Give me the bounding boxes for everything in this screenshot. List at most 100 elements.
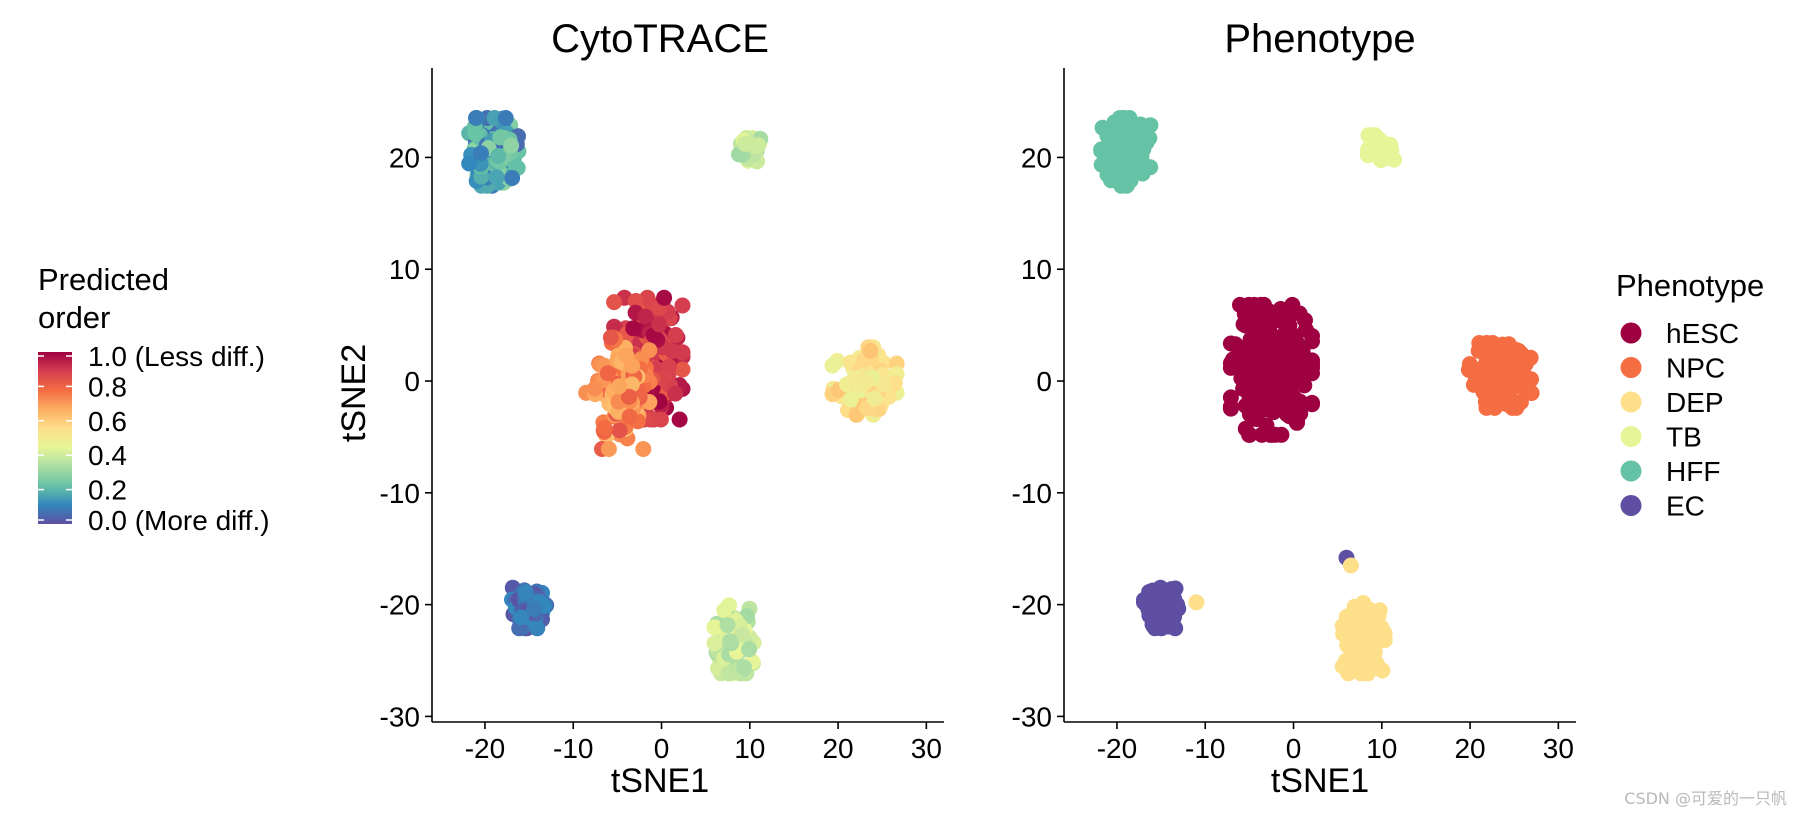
point-hff xyxy=(461,155,478,172)
point-ec xyxy=(513,609,530,626)
point-hesc xyxy=(1292,340,1309,357)
point-npc xyxy=(621,408,638,425)
point-dep xyxy=(862,343,879,359)
point-dep xyxy=(1342,557,1359,574)
point-dep xyxy=(1354,647,1371,664)
point-dep xyxy=(1188,594,1205,611)
phenotype-panel: Phenotype -20 -10 0 10 20 30 -30 -20 -10 0 10 20 tS… xyxy=(1012,17,1576,800)
point-hff xyxy=(504,170,521,186)
point-hesc xyxy=(625,320,642,337)
x-tick-label: 30 xyxy=(1543,733,1574,764)
colorbar-ticks: 1.0 (Less diff.)0.8 0.60.4 0.20.0 (More di… xyxy=(38,341,270,536)
point-hesc xyxy=(667,385,684,402)
point-npc xyxy=(621,388,637,405)
legend-swatch-hff xyxy=(1620,460,1642,482)
x-tick-label: -20 xyxy=(465,733,505,764)
point-npc xyxy=(586,380,603,397)
point-npc xyxy=(599,365,616,382)
point-dep xyxy=(857,374,874,391)
y-tick-label: -20 xyxy=(380,590,420,621)
point-npc xyxy=(1508,399,1525,416)
point-hff xyxy=(503,137,520,154)
point-hesc xyxy=(1249,299,1266,316)
y-tick-label: 0 xyxy=(1036,366,1052,397)
phenotype-title: Phenotype xyxy=(1224,17,1415,61)
point-npc xyxy=(635,441,652,457)
y-tick-label: -30 xyxy=(1012,701,1052,732)
legend-label-tb: TB xyxy=(1666,422,1702,453)
point-npc xyxy=(1494,336,1511,353)
legend-label-hesc: hESC xyxy=(1666,318,1739,349)
point-hesc xyxy=(1285,409,1302,426)
point-hesc xyxy=(1241,426,1258,443)
point-hff xyxy=(1106,114,1123,131)
point-hesc xyxy=(667,327,684,343)
point-npc xyxy=(611,378,628,395)
cytotrace-panel: CytoTRACE -20 -10 0 10 20 30 -30 -20 -10 0 10 20 tS… xyxy=(335,17,944,800)
point-hesc xyxy=(674,361,691,378)
legend-swatch-ec xyxy=(1620,495,1642,516)
point-hesc xyxy=(1254,383,1271,400)
point-hesc xyxy=(1236,306,1253,322)
point-hff xyxy=(497,110,514,126)
point-npc xyxy=(602,329,619,346)
point-tb xyxy=(722,633,739,650)
point-hff xyxy=(1103,172,1119,189)
point-hesc xyxy=(1253,426,1270,443)
point-ec xyxy=(1147,597,1164,614)
point-ec xyxy=(517,584,534,601)
point-ec xyxy=(526,601,542,618)
colorbar-tick-label: 1.0 (Less diff.) xyxy=(88,341,265,372)
predicted-order-legend: Predicted order 1.0 (Less diff.)0.80.60.… xyxy=(38,262,270,536)
y-tick-label: 10 xyxy=(1021,254,1052,285)
x-tick-label: 0 xyxy=(654,733,670,764)
y-tick-label: -30 xyxy=(380,701,420,732)
x-tick-label: -10 xyxy=(553,733,593,764)
phenotype-axes: -20 -10 0 10 20 30 -30 -20 -10 0 10 20 xyxy=(1012,68,1576,764)
x-tick-label: 10 xyxy=(734,733,765,764)
colorbar-tick-label: 0.4 xyxy=(88,440,127,471)
point-hesc xyxy=(1247,354,1264,371)
point-hff xyxy=(1119,176,1136,193)
point-hff xyxy=(490,148,507,165)
point-hesc xyxy=(1292,393,1308,410)
point-hesc xyxy=(674,297,691,314)
point-hesc xyxy=(1304,396,1320,413)
point-dep xyxy=(1344,627,1361,644)
cytotrace-axes: -20 -10 0 10 20 30 -30 -20 -10 0 10 20 xyxy=(380,68,944,764)
x-tick-label: 10 xyxy=(1366,733,1397,764)
colorbar-tick-label: 0.6 xyxy=(88,406,127,437)
legend-swatch-npc xyxy=(1620,357,1642,378)
y-tick-label: 20 xyxy=(1021,142,1052,173)
point-hff xyxy=(492,129,509,146)
cytotrace-ylabel: tSNE2 xyxy=(335,344,373,442)
point-tb xyxy=(741,641,758,658)
y-tick-label: -20 xyxy=(1012,590,1052,621)
phenotype-points xyxy=(1093,110,1540,682)
point-dep xyxy=(866,390,883,407)
y-tick-label: 10 xyxy=(389,254,420,285)
legend-label-dep: DEP xyxy=(1666,387,1724,418)
point-npc xyxy=(623,376,640,393)
point-hff xyxy=(1098,147,1114,164)
point-npc xyxy=(1478,362,1495,379)
point-tb xyxy=(716,602,733,619)
point-dep xyxy=(842,391,859,408)
point-hff xyxy=(467,126,484,142)
point-tb xyxy=(737,135,754,152)
point-hesc xyxy=(1291,360,1308,377)
point-tb xyxy=(736,659,753,676)
point-hff xyxy=(486,110,503,126)
point-hff xyxy=(1142,159,1159,176)
point-hesc xyxy=(637,308,654,325)
point-hff xyxy=(1127,127,1144,144)
point-hesc xyxy=(1242,331,1259,348)
point-hesc xyxy=(1237,317,1254,334)
point-tb xyxy=(734,626,751,643)
point-hesc xyxy=(1229,350,1246,367)
x-tick-label: 20 xyxy=(822,733,853,764)
point-dep xyxy=(824,357,841,374)
point-hesc xyxy=(606,294,623,311)
